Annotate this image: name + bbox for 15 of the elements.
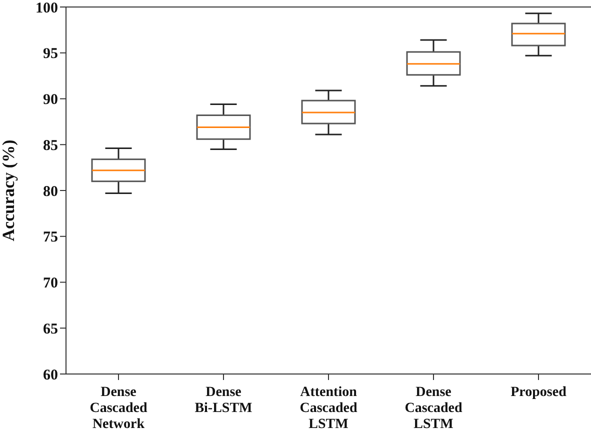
y-axis-title: Accuracy (%) [0,140,18,242]
y-tick-label: 95 [43,46,58,62]
y-tick-label: 65 [43,321,58,338]
y-tick-label: 80 [43,184,58,200]
y-tick-label: 70 [43,276,58,292]
y-tick-label: 85 [43,138,58,154]
y-tick-label: 75 [43,230,58,246]
y-tick-label: 100 [36,0,58,16]
x-tick-label: Dense Bi-LSTM [194,385,252,416]
x-tick-label: Dense Cascaded LSTM [404,385,462,432]
y-tick-label: 60 [43,367,58,384]
x-tick-label: Proposed [510,385,567,400]
x-tick-label: Attention Cascaded LSTM [300,385,358,432]
x-tick-label: Dense Cascaded Network [90,385,148,432]
y-tick-label: 90 [43,92,58,108]
